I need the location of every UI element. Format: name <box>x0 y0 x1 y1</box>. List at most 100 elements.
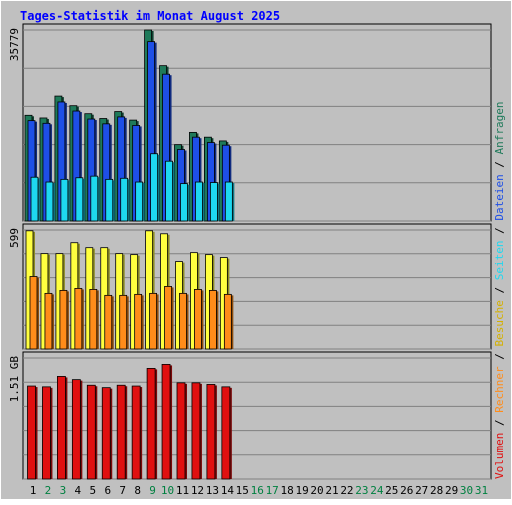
bar-seiten-day-1 <box>30 176 39 222</box>
series-volumen <box>27 364 232 480</box>
legend-item-volumen: Volumen <box>493 433 506 479</box>
legend-item-dateien: Dateien <box>493 174 506 220</box>
x-tick-label: 30 <box>460 484 473 497</box>
bar-volumen-day-9 <box>146 368 156 480</box>
x-tick-label: 12 <box>191 484 204 497</box>
y-max-label: 1.51 GB <box>8 356 21 403</box>
bar-seiten-day-3 <box>60 178 69 222</box>
bar-seiten-day-14 <box>224 181 233 222</box>
bar-volumen-day-7 <box>116 384 126 480</box>
bar-volumen-day-10 <box>161 364 171 480</box>
bar-rechner-day-6 <box>104 294 113 350</box>
x-tick-label: 14 <box>221 484 235 497</box>
legend-item- /: / <box>493 347 506 367</box>
x-tick-label: 22 <box>340 484 353 497</box>
bar-rechner-day-8 <box>134 293 143 350</box>
panel-visits: 599 <box>8 223 492 350</box>
legend-item-rechner: Rechner <box>493 366 506 413</box>
chart-title: Tages-Statistik im Monat August 2025 <box>20 9 280 23</box>
x-tick-label: 19 <box>295 484 308 497</box>
panel-hits: 35779 <box>8 23 492 222</box>
legend-item- /: / <box>493 221 506 241</box>
bar-rechner-day-11 <box>179 292 187 350</box>
bar-volumen-day-3 <box>57 376 66 480</box>
x-tick-label: 7 <box>119 484 126 497</box>
bar-seiten-day-6 <box>105 178 114 222</box>
bar-rechner-day-14 <box>223 293 232 350</box>
chart-panels: 35779 599 1.51 GB <box>8 23 492 480</box>
x-tick-label: 13 <box>206 484 219 497</box>
legend-item-besuche: Besuche <box>493 300 506 346</box>
x-tick-label: 3 <box>60 484 67 497</box>
legend-text: Volumen / Rechner / Besuche / Seiten / D… <box>493 101 506 479</box>
y-max-label: 599 <box>8 228 21 248</box>
series-seiten <box>30 153 235 222</box>
x-tick-label: 28 <box>430 484 443 497</box>
x-tick-label: 16 <box>251 484 264 497</box>
bar-seiten-day-11 <box>180 183 188 222</box>
x-tick-label: 10 <box>161 484 174 497</box>
y-max-label: 35779 <box>8 28 21 61</box>
x-tick-label: 27 <box>415 484 428 497</box>
legend-item- /: / <box>493 154 506 174</box>
bar-volumen-day-5 <box>86 384 96 480</box>
bar-rechner-day-10 <box>164 286 172 350</box>
x-axis-labels: 1 2 3 4 5 6 7 8 9 10 11 12 13 14 15 16 17 18 19 20 21 22 23 24 2… <box>30 484 488 497</box>
bar-volumen-day-2 <box>42 386 51 480</box>
x-tick-label: 5 <box>89 484 96 497</box>
x-tick-label: 23 <box>355 484 368 497</box>
bar-rechner-day-7 <box>119 294 128 350</box>
legend-item- /: / <box>493 280 506 300</box>
x-tick-label: 26 <box>400 484 413 497</box>
series-rechner <box>29 276 234 350</box>
series-dateien <box>27 41 232 222</box>
x-tick-label: 6 <box>104 484 111 497</box>
x-tick-label: 1 <box>30 484 37 497</box>
x-tick-label: 17 <box>266 484 279 497</box>
bar-rechner-day-4 <box>74 288 83 350</box>
x-tick-label: 8 <box>134 484 141 497</box>
bar-seiten-day-5 <box>90 175 99 222</box>
x-tick-label: 18 <box>281 484 294 497</box>
panel-volume: 1.51 GB <box>8 351 492 480</box>
bar-rechner-day-13 <box>208 289 217 350</box>
bar-rechner-day-9 <box>149 292 158 350</box>
bar-volumen-day-11 <box>176 382 186 480</box>
bar-rechner-day-5 <box>89 289 98 350</box>
bar-volumen-day-13 <box>206 384 216 480</box>
x-tick-label: 2 <box>45 484 52 497</box>
bar-rechner-day-3 <box>59 289 68 350</box>
bar-seiten-day-8 <box>135 181 144 222</box>
x-tick-label: 20 <box>310 484 323 497</box>
bar-volumen-day-12 <box>191 382 201 480</box>
x-tick-label: 24 <box>370 484 384 497</box>
bar-rechner-day-1 <box>29 276 38 350</box>
bar-seiten-day-4 <box>75 177 84 222</box>
bar-rechner-day-12 <box>194 289 202 350</box>
bar-seiten-day-9 <box>150 153 159 222</box>
x-tick-label: 31 <box>475 484 488 497</box>
legend-item- /: / <box>493 413 506 433</box>
bar-seiten-day-10 <box>165 160 173 222</box>
legend-item-seiten: Seiten <box>493 241 506 281</box>
x-tick-label: 4 <box>75 484 82 497</box>
x-tick-label: 29 <box>445 484 458 497</box>
bar-seiten-day-13 <box>209 182 218 222</box>
x-tick-label: 9 <box>149 484 156 497</box>
bar-seiten-day-2 <box>45 181 54 222</box>
panel-frame <box>22 351 492 480</box>
x-tick-label: 11 <box>176 484 189 497</box>
bar-seiten-day-12 <box>195 181 203 222</box>
bar-volumen-day-4 <box>71 379 81 480</box>
x-tick-label: 15 <box>236 484 249 497</box>
bar-volumen-day-8 <box>131 385 141 480</box>
bar-volumen-day-6 <box>101 387 111 480</box>
chart-legend: Volumen / Rechner / Besuche / Seiten / D… <box>493 101 506 479</box>
x-tick-label: 25 <box>385 484 398 497</box>
x-tick-label: 21 <box>325 484 338 497</box>
bar-volumen-day-1 <box>27 385 36 480</box>
bar-besuche-day-9 <box>145 230 154 350</box>
bar-volumen-day-14 <box>221 386 231 480</box>
